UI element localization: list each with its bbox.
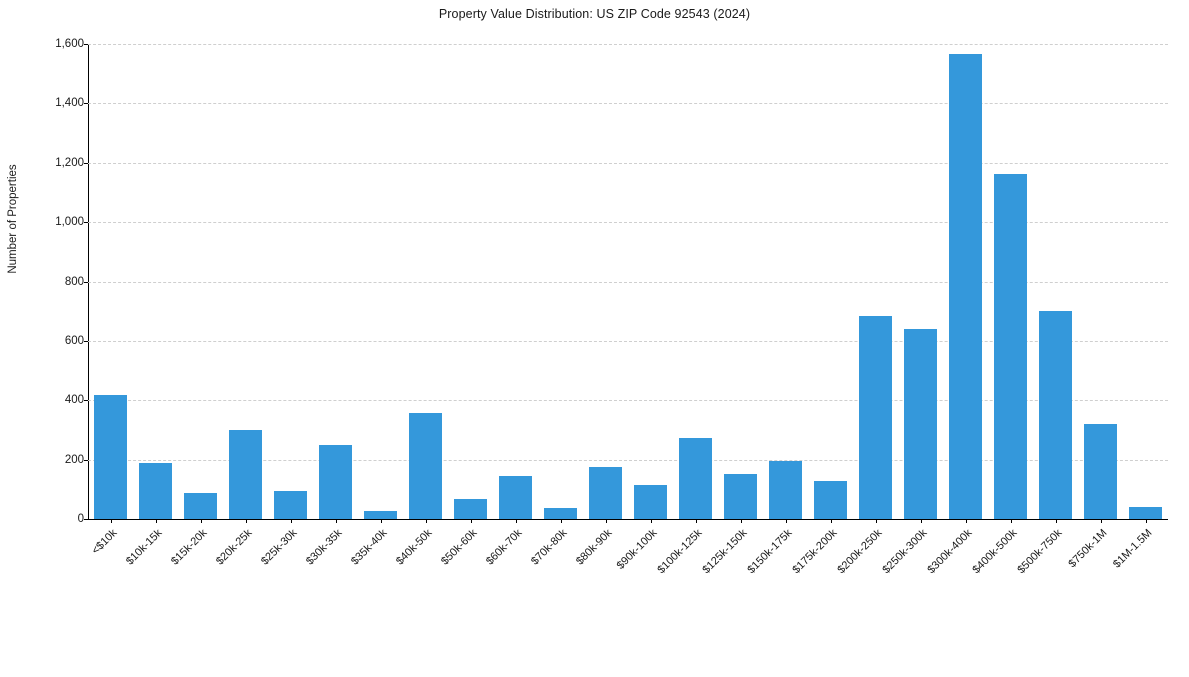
gridline: [88, 400, 1168, 402]
x-axis-tick-mark: [290, 519, 292, 523]
y-axis-tick-mark: [84, 400, 88, 402]
y-axis-tick-label: 0: [77, 513, 84, 525]
bar[interactable]: [499, 476, 532, 519]
chart-figure: Property Value Distribution: US ZIP Code…: [7, 7, 1168, 577]
x-axis-tick-mark: [605, 519, 607, 523]
bar[interactable]: [139, 463, 172, 519]
bar[interactable]: [319, 444, 352, 519]
x-axis-spine: [88, 519, 1168, 520]
x-axis-tick-mark: [470, 519, 472, 523]
gridline: [88, 222, 1168, 224]
y-axis-tick-label: 1,000: [55, 216, 84, 229]
bar[interactable]: [544, 508, 577, 519]
x-axis-tick-mark: [380, 519, 382, 523]
chart-title: Property Value Distribution: US ZIP Code…: [438, 7, 751, 21]
x-axis-tick-mark: [515, 519, 517, 523]
x-axis-tick-mark: [875, 519, 877, 523]
x-axis-tick-mark: [200, 519, 202, 523]
gridline: [88, 162, 1168, 164]
x-axis-tick-mark: [1010, 519, 1012, 523]
x-axis-tick-mark: [1100, 519, 1102, 523]
x-axis-tick-mark: [425, 519, 427, 523]
x-axis-tick-mark: [335, 519, 337, 523]
y-axis-tick-label: 200: [64, 453, 84, 466]
bar[interactable]: [634, 484, 667, 519]
x-axis-tick-mark: [830, 519, 832, 523]
x-axis-tick-mark: [155, 519, 157, 523]
bar[interactable]: [904, 329, 937, 519]
bar[interactable]: [274, 491, 307, 519]
x-axis-tick-mark: [695, 519, 697, 523]
bar[interactable]: [364, 510, 397, 519]
gridline: [88, 103, 1168, 105]
gridlines: [88, 24, 1168, 519]
y-axis-tick-mark: [84, 281, 88, 283]
x-axis-tick-mark: [785, 519, 787, 523]
bar[interactable]: [1129, 507, 1162, 519]
x-axis-tick-mark: [560, 519, 562, 523]
x-axis-tick-mark: [1055, 519, 1057, 523]
y-axis-tick-label: 1,400: [55, 97, 84, 110]
y-axis-tick-mark: [84, 340, 88, 342]
plot-area: [88, 24, 1168, 519]
gridline: [88, 340, 1168, 342]
x-axis-tick-mark: [920, 519, 922, 523]
y-axis-tick-mark: [84, 162, 88, 164]
x-axis-tick-mark: [965, 519, 967, 523]
x-axis-tick-mark: [650, 519, 652, 523]
bar[interactable]: [454, 499, 487, 519]
y-axis-tick-mark: [84, 103, 88, 105]
x-axis-tick-mark: [245, 519, 247, 523]
y-axis-tick-label: 1,200: [55, 156, 84, 169]
bar[interactable]: [94, 394, 127, 519]
x-axis-tick-mark: [1145, 519, 1147, 523]
bar[interactable]: [589, 467, 622, 519]
y-axis-tick-label: 400: [64, 394, 84, 407]
bar[interactable]: [184, 492, 217, 519]
gridline: [88, 459, 1168, 461]
bar[interactable]: [409, 413, 442, 519]
bar[interactable]: [859, 315, 892, 519]
bar[interactable]: [949, 54, 982, 519]
bar[interactable]: [724, 474, 757, 519]
x-axis-tick-label: <$10k: [89, 527, 119, 557]
bar[interactable]: [1084, 424, 1117, 519]
gridline: [88, 281, 1168, 283]
gridline: [88, 44, 1168, 45]
y-axis-tick-label: 800: [64, 275, 84, 288]
bar[interactable]: [769, 460, 802, 519]
y-axis-tick-mark: [84, 222, 88, 224]
y-axis-tick-mark: [84, 44, 88, 45]
bar[interactable]: [814, 481, 847, 519]
bar[interactable]: [679, 438, 712, 519]
y-axis-tick-mark: [84, 459, 88, 461]
y-axis-tick-label: 1,600: [55, 38, 84, 50]
x-axis-tick-mark: [740, 519, 742, 523]
x-axis-tick-mark: [110, 519, 112, 523]
bar[interactable]: [229, 429, 262, 519]
bar[interactable]: [1039, 311, 1072, 519]
bar-series: [88, 24, 1168, 519]
y-axis-tick-label: 600: [64, 334, 84, 347]
y-axis-tick-mark: [84, 519, 88, 520]
bar[interactable]: [994, 174, 1027, 519]
